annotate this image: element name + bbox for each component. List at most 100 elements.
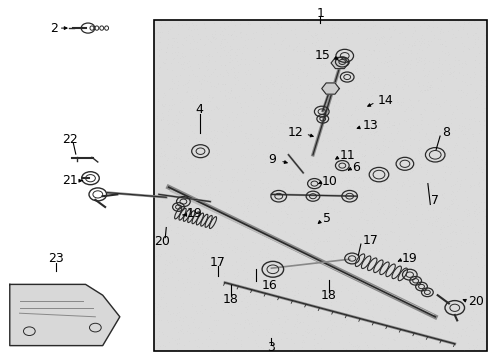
Point	[370, 74, 378, 80]
Point	[423, 328, 430, 334]
Point	[441, 308, 448, 314]
Point	[278, 198, 285, 204]
Point	[382, 59, 390, 65]
Point	[463, 34, 471, 40]
Point	[283, 121, 291, 127]
Point	[348, 275, 356, 280]
Point	[439, 195, 447, 201]
Point	[406, 220, 413, 226]
Point	[360, 152, 368, 158]
Point	[234, 166, 242, 171]
Point	[367, 189, 375, 194]
Point	[325, 283, 333, 289]
Point	[300, 180, 308, 185]
Point	[475, 310, 483, 316]
Point	[178, 327, 185, 332]
Point	[371, 22, 379, 28]
Point	[248, 287, 256, 292]
Point	[375, 126, 383, 132]
Point	[170, 101, 178, 107]
Point	[456, 94, 464, 100]
Point	[196, 308, 203, 314]
Point	[211, 58, 219, 64]
Point	[428, 140, 436, 146]
Point	[463, 207, 471, 213]
Point	[439, 141, 447, 147]
Point	[354, 344, 362, 350]
Point	[192, 22, 200, 28]
Point	[367, 214, 375, 220]
Point	[357, 133, 365, 139]
Point	[286, 179, 294, 185]
Point	[478, 166, 486, 172]
Point	[293, 144, 301, 150]
Point	[293, 84, 301, 89]
Point	[258, 98, 265, 104]
Point	[199, 252, 206, 258]
Point	[224, 336, 232, 342]
Point	[239, 216, 247, 221]
Point	[233, 237, 241, 242]
Point	[184, 291, 192, 297]
Point	[387, 216, 395, 221]
Point	[186, 27, 194, 33]
Point	[330, 286, 338, 292]
Point	[340, 174, 348, 180]
Point	[364, 185, 372, 190]
Point	[157, 296, 165, 302]
Point	[299, 48, 307, 54]
Point	[310, 32, 318, 38]
Point	[151, 340, 159, 346]
Point	[386, 57, 394, 63]
Point	[267, 219, 275, 225]
Point	[472, 336, 480, 342]
Point	[364, 344, 371, 350]
Point	[173, 256, 181, 262]
Point	[289, 48, 297, 53]
Point	[447, 26, 455, 32]
Point	[473, 249, 481, 255]
Point	[355, 174, 363, 180]
Point	[208, 53, 216, 59]
Point	[331, 162, 339, 168]
Point	[479, 122, 487, 127]
Point	[414, 270, 422, 276]
Point	[230, 325, 238, 330]
Point	[428, 288, 436, 294]
Point	[320, 127, 327, 133]
Point	[227, 94, 235, 100]
Point	[348, 184, 356, 189]
Point	[427, 265, 435, 270]
Point	[167, 184, 175, 190]
Point	[303, 21, 310, 26]
Point	[368, 332, 376, 338]
Point	[264, 201, 272, 206]
Point	[156, 21, 163, 26]
Point	[222, 251, 229, 257]
Point	[413, 80, 421, 85]
Point	[279, 265, 287, 270]
Point	[330, 71, 338, 77]
Point	[227, 31, 235, 37]
Point	[354, 148, 362, 153]
Point	[417, 55, 425, 60]
Point	[446, 121, 454, 126]
Point	[308, 204, 316, 210]
Point	[434, 282, 442, 288]
Point	[273, 309, 281, 314]
Point	[152, 336, 160, 342]
Point	[476, 199, 484, 205]
Point	[417, 121, 425, 127]
Point	[159, 192, 166, 198]
Point	[289, 111, 297, 117]
Point	[399, 117, 407, 123]
Point	[205, 73, 213, 79]
Point	[392, 321, 400, 327]
Point	[196, 36, 203, 41]
Point	[217, 28, 225, 33]
Point	[290, 139, 298, 145]
Point	[296, 214, 304, 220]
Point	[437, 61, 445, 67]
Point	[268, 231, 276, 237]
Point	[272, 160, 280, 166]
